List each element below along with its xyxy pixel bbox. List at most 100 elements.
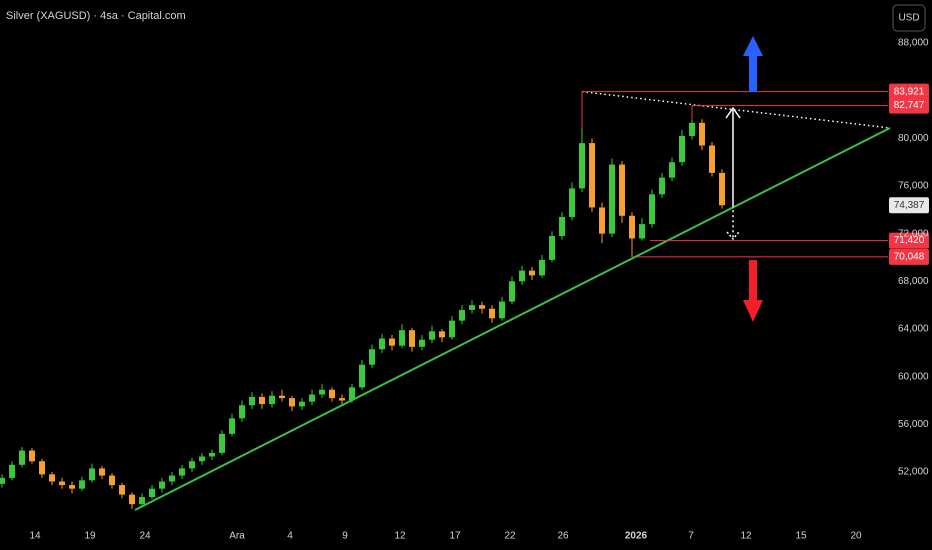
candle-body <box>279 395 285 399</box>
y-tick-label: 68,000 <box>898 276 929 287</box>
candle-body <box>449 320 455 338</box>
candle-body <box>339 398 345 401</box>
target-down-arrow <box>743 260 763 322</box>
candle-body <box>39 461 45 475</box>
candle-body <box>569 188 575 217</box>
x-tick-label: 2026 <box>625 531 648 542</box>
candle-body <box>69 485 75 489</box>
candle-body <box>409 330 415 347</box>
candle-body <box>679 135 685 163</box>
x-tick-label: 9 <box>342 531 348 542</box>
measure-arrow-head <box>725 106 741 119</box>
candle-body <box>149 488 155 497</box>
y-tick-label: 76,000 <box>898 181 929 192</box>
candle-body <box>59 481 65 486</box>
candle-body <box>119 485 125 495</box>
level-label: 83,921 <box>894 86 925 97</box>
candle-body <box>19 450 25 465</box>
x-tick-label: 15 <box>795 531 807 542</box>
candle-body <box>549 236 555 260</box>
candle-body <box>49 474 55 482</box>
target-up-arrow <box>743 36 763 92</box>
candle-body <box>239 405 245 419</box>
candle-body <box>609 164 615 234</box>
y-tick-label: 52,000 <box>898 467 929 478</box>
y-tick-label: 56,000 <box>898 419 929 430</box>
x-tick-label: 22 <box>504 531 516 542</box>
trend-line <box>134 127 891 511</box>
candle-body <box>419 339 425 347</box>
candle-body <box>229 418 235 434</box>
x-tick-label: 26 <box>557 531 569 542</box>
candle-body <box>9 464 15 478</box>
candle-body <box>369 349 375 365</box>
candle-body <box>379 338 385 350</box>
candle-body <box>289 398 295 407</box>
candle-body <box>99 468 105 476</box>
candle-body <box>659 177 665 195</box>
candle-body <box>199 456 205 462</box>
x-tick-label: 4 <box>287 531 293 542</box>
candle-body <box>559 216 565 237</box>
measure-arrow-head <box>726 231 740 241</box>
level-label-box <box>889 232 929 249</box>
candle-body <box>499 301 505 319</box>
currency-label[interactable]: USD <box>898 13 919 24</box>
candle-body <box>539 259 545 276</box>
y-tick-label: 64,000 <box>898 324 929 335</box>
candle-body <box>129 494 135 505</box>
candle-body <box>459 309 465 321</box>
candle-body <box>139 496 145 505</box>
candle-body <box>389 338 395 346</box>
x-tick-label: 24 <box>139 531 151 542</box>
candle-body <box>29 450 35 462</box>
x-tick-label: 14 <box>29 531 41 542</box>
x-tick-label: Ara <box>229 531 245 542</box>
currency-button[interactable] <box>892 4 926 32</box>
candle-body <box>579 143 585 189</box>
candle-body <box>479 305 485 309</box>
candle-body <box>519 270 525 282</box>
candle-body <box>249 396 255 406</box>
candle-body <box>719 172 725 206</box>
candle-body <box>219 433 225 453</box>
candle-body <box>309 394 315 402</box>
level-label: 82,747 <box>894 100 925 111</box>
candle-body <box>689 122 695 136</box>
candle-body <box>109 475 115 486</box>
candle-body <box>179 468 185 476</box>
candle-body <box>439 331 445 338</box>
candle-body <box>709 145 715 173</box>
x-tick-label: 7 <box>688 531 694 542</box>
level-label-box <box>889 248 929 265</box>
y-tick-label: 88,000 <box>898 38 929 49</box>
candle-body <box>469 305 475 310</box>
level-label-box <box>889 97 929 114</box>
x-tick-label: 12 <box>740 531 752 542</box>
candle-body <box>359 364 365 388</box>
candle-body <box>169 475 175 482</box>
candle-body <box>349 387 355 401</box>
x-tick-label: 19 <box>84 531 96 542</box>
candle-body <box>79 480 85 489</box>
candle-body <box>0 477 5 484</box>
level-label-box <box>889 83 929 100</box>
candle-body <box>599 207 605 234</box>
candle-body <box>299 401 305 407</box>
candle-body <box>89 468 95 481</box>
candle-body <box>329 389 335 399</box>
candle-body <box>189 461 195 469</box>
candle-body <box>269 395 275 405</box>
current-price-box <box>889 197 929 214</box>
candle-body <box>529 270 535 276</box>
candle-body <box>159 481 165 489</box>
candle-body <box>429 331 435 340</box>
level-label: 70,048 <box>894 252 925 263</box>
candle-body <box>509 281 515 302</box>
candle-body <box>259 396 265 405</box>
candle-body <box>319 389 325 395</box>
candle-body <box>619 164 625 216</box>
candle-body <box>489 308 495 319</box>
